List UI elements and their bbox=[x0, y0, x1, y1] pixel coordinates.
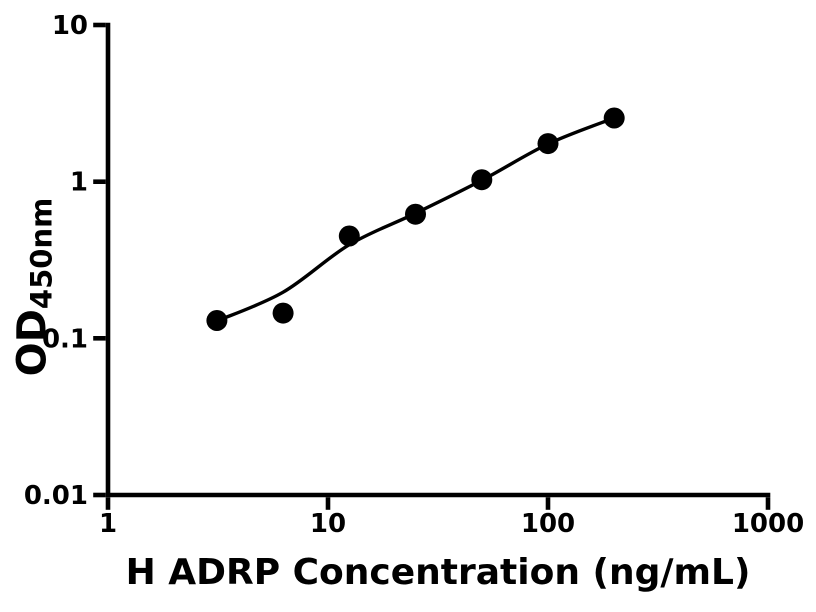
data-point-marker bbox=[206, 310, 228, 331]
y-tick-label: 1 bbox=[70, 168, 88, 198]
y-axis-title-subscript: 450nm bbox=[24, 197, 59, 310]
x-tick-label: 100 bbox=[521, 509, 575, 539]
x-tick-label: 1000 bbox=[732, 509, 804, 539]
data-point-marker bbox=[338, 225, 360, 247]
data-point-marker bbox=[272, 302, 294, 324]
x-axis-title: H ADRP Concentration (ng/mL) bbox=[125, 552, 751, 593]
data-point-marker bbox=[405, 203, 426, 225]
y-axis-title: OD450nm bbox=[10, 198, 59, 377]
data-point-marker bbox=[471, 169, 493, 191]
y-tick-label: 10 bbox=[52, 11, 88, 41]
data-point-marker bbox=[537, 133, 559, 155]
y-tick-label: 0.01 bbox=[24, 481, 88, 511]
x-tick-label: 10 bbox=[310, 509, 346, 539]
x-tick-label: 1 bbox=[99, 509, 117, 539]
axis-spine bbox=[105, 22, 771, 498]
data-point-marker bbox=[603, 107, 625, 129]
y-tick-label: 0.1 bbox=[42, 324, 88, 354]
y-axis-title-main: OD bbox=[9, 309, 56, 377]
